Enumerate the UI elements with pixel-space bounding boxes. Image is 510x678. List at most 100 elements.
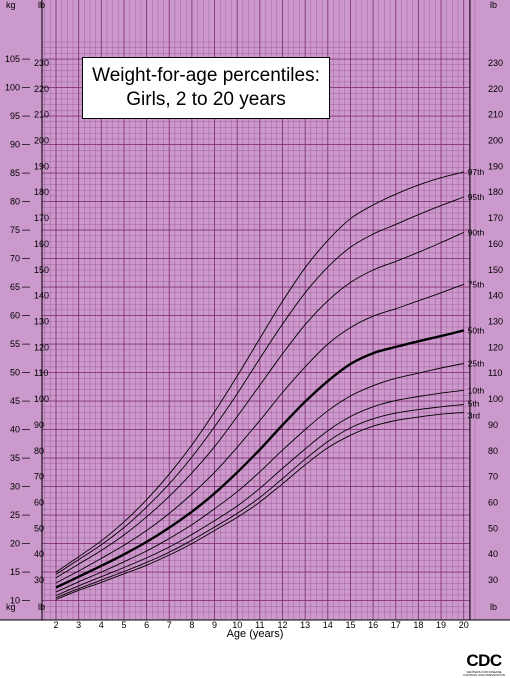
lb-tick-label-right: 220: [488, 84, 503, 94]
x-tick-label: 2: [53, 620, 58, 630]
lb-tick-label-left: 200: [34, 136, 49, 146]
lb-tick-label-right: 50: [488, 523, 498, 533]
series-line-5th: [55, 404, 464, 599]
lb-tick-label-left: 220: [34, 84, 49, 94]
kg-tick-label: 105: [5, 54, 20, 64]
series-label-95th: 95th: [468, 192, 485, 202]
kg-tick-label: 60: [10, 311, 20, 321]
kg-tick-label: 35: [10, 453, 20, 463]
lb-tick-label-right: 30: [488, 575, 498, 585]
lb-tick-label-left: 160: [34, 239, 49, 249]
x-tick-label: 20: [459, 620, 469, 630]
series-line-97th: [55, 171, 464, 573]
x-tick-label: 6: [144, 620, 149, 630]
lb-tick-label-left: 50: [34, 523, 44, 533]
series-label-3rd: 3rd: [468, 411, 481, 421]
kg-tick-label: 40: [10, 425, 20, 435]
lb-tick-label-left: 120: [34, 342, 49, 352]
x-tick-label: 3: [76, 620, 81, 630]
lb-tick-label-right: 120: [488, 342, 503, 352]
kg-tick-label: 70: [10, 254, 20, 264]
series-line-75th: [55, 283, 464, 584]
x-axis-title: Age (years): [226, 628, 284, 640]
kg-tick-label: 15: [10, 567, 20, 577]
lb-tick-label-right: 200: [488, 136, 503, 146]
lb-tick-label-left: 170: [34, 213, 49, 223]
kg-tick-label: 75: [10, 225, 20, 235]
lb-tick-label-left: 110: [34, 368, 48, 378]
series-label-5th: 5th: [468, 399, 480, 409]
series-label-50th: 50th: [468, 325, 485, 335]
series-line-95th: [55, 196, 464, 575]
series-layer: 3rd 5th 10th 25th 50th 75th 90th 95th 97th: [55, 167, 485, 600]
kg-tick-label: 25: [10, 510, 20, 520]
x-tick-label: 8: [189, 620, 194, 630]
chart-title-line2: Girls, 2 to 20 years: [126, 89, 286, 110]
x-tick-label: 18: [413, 620, 423, 630]
kg-tick-label: 95: [10, 111, 20, 121]
lb-tick-label-right: 230: [488, 58, 503, 68]
lb-tick-label-left: 40: [34, 549, 44, 559]
lb-tick-label-left: 60: [34, 497, 44, 507]
lb-unit-label: lb: [38, 602, 45, 612]
lb-tick-label-right: 90: [488, 420, 498, 430]
lb-tick-label-right: 100: [488, 394, 503, 404]
lb-tick-label-left: 150: [34, 265, 49, 275]
lb-tick-label-left: 180: [34, 187, 49, 197]
kg-tick-label: 20: [10, 539, 20, 549]
lb-unit-label: lb: [490, 0, 497, 10]
series-line-50th: [55, 329, 465, 589]
chart-title-line1: Weight-for-age percentiles:: [92, 65, 320, 86]
series-line-10th: [55, 389, 464, 596]
x-tick-label: 14: [323, 620, 333, 630]
x-tick-label: 7: [167, 620, 172, 630]
kg-unit-label: kg: [6, 602, 16, 612]
kg-tick-label: 55: [10, 339, 20, 349]
kg-tick-label: 85: [10, 168, 20, 178]
lb-tick-label-right: 60: [488, 497, 498, 507]
series-label-90th: 90th: [468, 227, 485, 237]
lb-tick-label-right: 70: [488, 472, 498, 482]
lb-tick-label-left: 70: [34, 472, 44, 482]
lb-tick-label-right: 130: [488, 316, 503, 326]
series-label-10th: 10th: [468, 385, 485, 395]
kg-tick-label: 100: [5, 83, 20, 93]
kg-tick-label: 65: [10, 282, 20, 292]
lb-unit-label: lb: [38, 0, 45, 10]
lb-tick-label-right: 180: [488, 187, 503, 197]
lb-tick-label-right: 150: [488, 265, 503, 275]
x-tick-label: 10: [232, 620, 242, 630]
lb-tick-label-left: 230: [34, 58, 49, 68]
kg-tick-label: 10: [10, 596, 20, 606]
series-label-97th: 97th: [468, 167, 485, 177]
lb-tick-label-right: 40: [488, 549, 498, 559]
cdc-logo-subtext: CENTERS FOR DISEASE CONTROL AND PREVENTI…: [463, 670, 505, 677]
lb-tick-label-left: 140: [34, 291, 49, 301]
series-line-3rd: [55, 412, 464, 600]
chart-title: Weight-for-age percentiles: Girls, 2 to …: [82, 57, 330, 119]
x-tick-label: 11: [255, 620, 264, 630]
lb-tick-label-left: 210: [34, 110, 49, 120]
series-label-75th: 75th: [468, 279, 485, 289]
cdc-logo-text: CDC: [466, 651, 502, 670]
lb-tick-label-right: 190: [488, 161, 503, 171]
lb-tick-label-right: 140: [488, 291, 503, 301]
lb-tick-label-right: 110: [488, 368, 502, 378]
series-line-25th: [55, 363, 464, 593]
x-tick-label: 13: [300, 620, 310, 630]
x-tick-label: 19: [436, 620, 446, 630]
series-label-25th: 25th: [468, 358, 485, 368]
lb-tick-label-right: 170: [488, 213, 503, 223]
lb-tick-label-right: 160: [488, 239, 503, 249]
kg-tick-label: 90: [10, 140, 20, 150]
x-tick-label: 16: [368, 620, 378, 630]
lb-tick-label-left: 30: [34, 575, 44, 585]
lb-tick-label-left: 130: [34, 316, 49, 326]
kg-tick-label: 30: [10, 482, 20, 492]
kg-tick-label: 50: [10, 368, 20, 378]
kg-tick-label: 45: [10, 396, 20, 406]
grid-layer: [0, 0, 510, 621]
kg-unit-label: kg: [6, 0, 16, 10]
lb-tick-label-left: 90: [34, 420, 44, 430]
lb-tick-label-right: 80: [488, 446, 498, 456]
